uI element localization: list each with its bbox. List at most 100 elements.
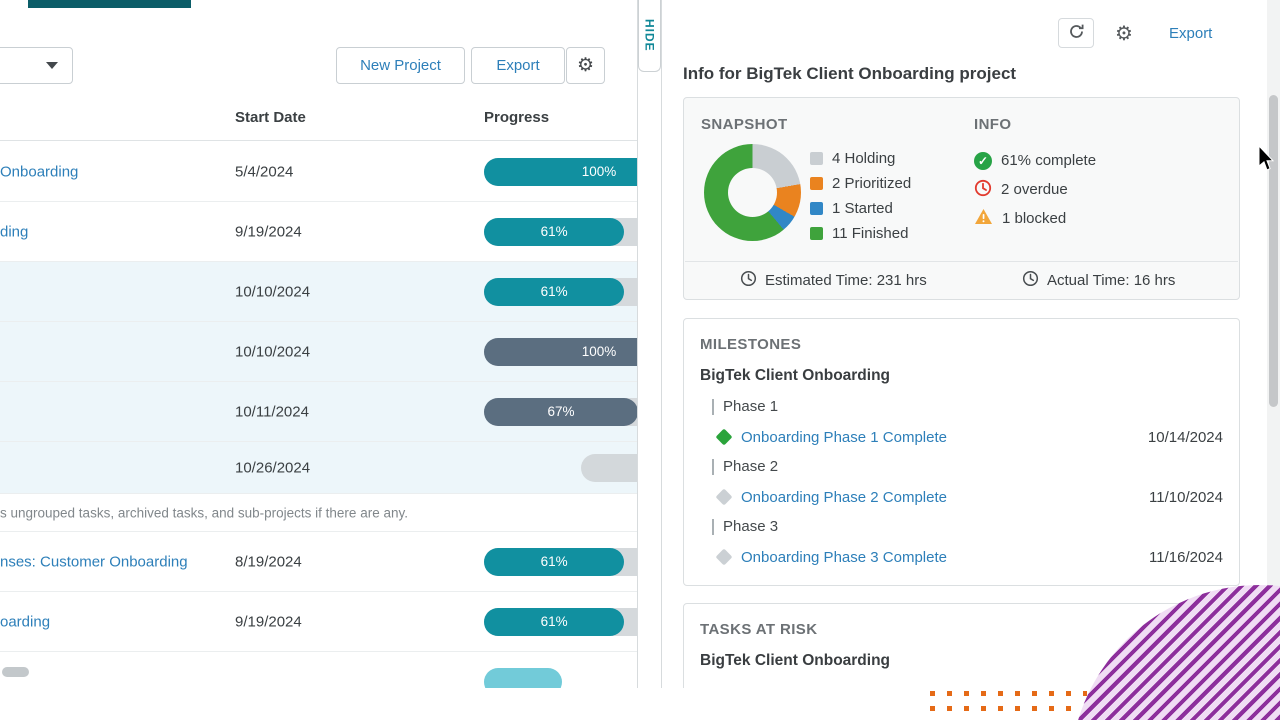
progress-fill: 61% [484,547,625,576]
info-text: 2 overdue [1001,181,1068,198]
milestones-heading: MILESTONES [700,336,802,353]
legend-label: 4 Holding [832,150,896,167]
table-row[interactable]: nses: Customer Onboarding 8/19/2024 61% [0,532,637,592]
start-date-cell: 9/19/2024 [235,223,302,240]
progress-label: 67% [547,404,575,419]
legend-item: 4 Holding [810,146,911,171]
start-date-cell: 10/26/2024 [235,459,311,476]
new-project-button[interactable]: New Project [336,47,465,84]
milestone-phase-row: Phase 3 [712,512,1239,542]
table-row[interactable]: 10/26/2024 [0,442,637,494]
panel-title: Info for BigTek Client Onboarding projec… [683,64,1017,83]
milestone-phase-row: Phase 2 [712,452,1239,482]
info-item-blocked: 1 blocked [974,204,1096,233]
progress-bar: 61% [484,277,637,306]
legend-item: 2 Prioritized [810,171,911,196]
legend-item: 11 Finished [810,221,911,246]
column-header-progress: Progress [484,109,550,126]
vertical-scrollbar-track[interactable] [1267,0,1280,688]
panel-settings-button[interactable]: ⚙ [1108,18,1140,48]
phase-label: Phase 1 [712,399,778,415]
progress-fill: 61% [484,217,625,246]
legend-swatch-started [810,202,823,215]
snapshot-heading: SNAPSHOT [701,116,788,133]
card-divider [685,261,1238,262]
project-name-link[interactable]: nses: Customer Onboarding [0,553,188,570]
milestone-link[interactable]: Onboarding Phase 1 Complete [741,428,947,446]
milestone-link[interactable]: Onboarding Phase 3 Complete [741,548,947,566]
table-row[interactable]: 10/10/2024 100% [0,322,637,382]
milestone-date: 11/16/2024 [1149,548,1223,566]
gear-icon: ⚙ [1115,22,1133,45]
settings-gear-button[interactable]: ⚙ [566,47,605,84]
decorative-dots [930,691,1087,696]
chevron-down-icon [46,62,58,69]
milestone-diamond-icon [715,488,733,506]
progress-bar: 61% [484,217,637,246]
milestone-row: Onboarding Phase 3 Complete 11/16/2024 [715,542,1239,572]
start-date-cell: 5/4/2024 [235,163,294,180]
hide-panel-tab[interactable]: HIDE [638,0,661,72]
milestone-date: 10/14/2024 [1147,428,1223,446]
progress-bar [484,453,637,482]
legend-label: 1 Started [832,200,893,217]
warning-triangle-icon [974,208,993,229]
table-row[interactable]: Onboarding 5/4/2024 100% [0,142,637,202]
progress-fill: 100% [484,337,637,366]
progress-fill: 61% [484,277,625,306]
actual-time-text: Actual Time: 16 hrs [1047,271,1176,289]
progress-fill: 100% [484,157,637,186]
start-date-cell: 10/10/2024 [235,283,311,300]
project-rows: Onboarding 5/4/2024 100% ding 9/19/2024 … [0,142,637,688]
donut-legend: 4 Holding 2 Prioritized 1 Started 11 Fin… [810,146,911,246]
info-text: 61% complete [1001,152,1097,169]
project-name-link[interactable]: oarding [0,613,51,630]
progress-bar: 67% [484,397,637,426]
tasks-at-risk-heading: TASKS AT RISK [700,621,818,638]
project-info-panel: ⚙ Export Info for BigTek Client Onboardi… [661,0,1267,688]
vertical-scrollbar-thumb[interactable] [1269,95,1278,407]
progress-label: 61% [540,224,568,239]
info-item-overdue: 2 overdue [974,175,1096,204]
progress-bar: 100% [484,157,637,186]
progress-bar: 100% [484,337,637,366]
table-row[interactable]: oarding 9/19/2024 61% [0,592,637,652]
horizontal-scrollbar-thumb[interactable] [2,667,29,677]
progress-label: 61% [540,284,568,299]
progress-fill: 67% [484,397,637,426]
projects-filter-dropdown[interactable] [0,47,73,84]
info-item-complete: ✓ 61% complete [974,146,1096,175]
group-note-text: s ungrouped tasks, archived tasks, and s… [0,505,408,520]
check-circle-icon: ✓ [974,151,992,170]
table-row[interactable]: 10/10/2024 61% [0,262,637,322]
milestone-link[interactable]: Onboarding Phase 2 Complete [741,488,947,506]
project-name-link[interactable]: ding [0,223,29,240]
start-date-cell: 9/19/2024 [235,613,302,630]
mouse-cursor [1258,144,1276,177]
milestones-list: Phase 1 Onboarding Phase 1 Complete 10/1… [684,392,1239,572]
progress-track [581,453,637,482]
project-name-link[interactable]: Onboarding [0,163,79,180]
panel-export-link[interactable]: Export [1169,25,1213,42]
milestone-row: Onboarding Phase 2 Complete 11/10/2024 [715,482,1239,512]
milestones-project-name: BigTek Client Onboarding [700,367,891,384]
phase-label: Phase 3 [712,519,778,535]
table-row[interactable] [0,652,637,688]
actual-time: Actual Time: 16 hrs [1022,270,1175,290]
table-row[interactable]: ding 9/19/2024 61% [0,202,637,262]
milestone-row: Onboarding Phase 1 Complete 10/14/2024 [715,422,1239,452]
estimated-time-text: Estimated Time: 231 hrs [765,271,927,289]
estimated-time: Estimated Time: 231 hrs [740,270,927,290]
table-row[interactable]: 10/11/2024 67% [0,382,637,442]
gear-icon: ⚙ [576,55,595,76]
milestones-card: MILESTONES BigTek Client Onboarding Phas… [683,318,1240,586]
start-date-cell: 10/11/2024 [235,403,309,420]
info-text: 1 blocked [1002,210,1067,227]
export-button[interactable]: Export [471,47,565,84]
refresh-button[interactable] [1058,18,1094,48]
table-header: Start Date Progress [0,98,637,141]
progress-label: 61% [540,614,568,629]
milestone-date: 11/10/2024 [1149,488,1223,506]
info-list: ✓ 61% complete 2 overdue 1 blocked [974,146,1096,233]
